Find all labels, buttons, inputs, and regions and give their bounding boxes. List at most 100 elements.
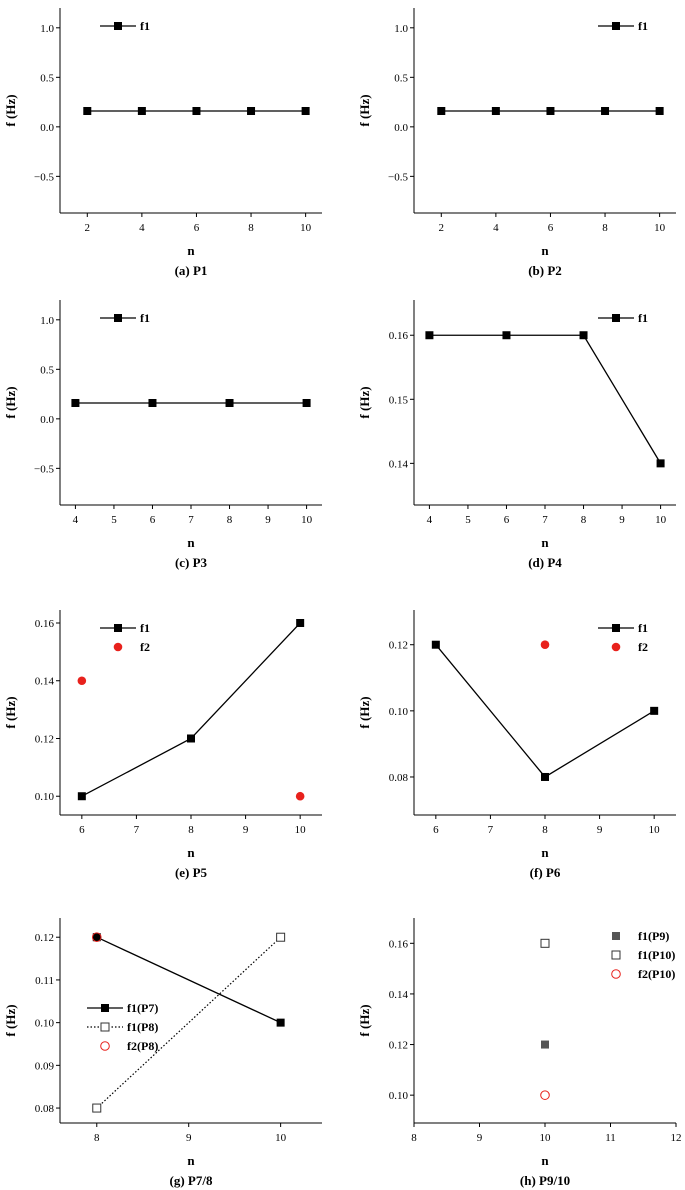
series-line [96,936,281,1024]
data-point [296,618,305,627]
y-tick-label: 0.16 [389,330,409,342]
x-tick-label: 4 [427,514,433,526]
data-point [83,106,92,115]
legend-marker [114,624,122,632]
x-tick-label: 8 [602,222,608,234]
legend-marker [100,1041,110,1051]
data-point [225,398,234,407]
x-tick-label: 10 [275,1132,287,1144]
legend-label: f1 [140,19,150,33]
y-tick-label: 0.10 [389,706,409,718]
chart-panel: 8 9 10 11 12 0.16 0.14 0.12 0.10 n f (Hz) (h) P9/10… [357,918,682,1188]
x-axis-label: n [541,243,549,258]
x-tick-label: 7 [542,514,548,526]
data-point [502,331,511,340]
legend-marker [612,22,620,30]
x-axis-label: n [541,845,549,860]
legend-marker [612,624,620,632]
chart-panel: 4 5 6 7 8 9 10 0.16 0.15 0.14 n f (Hz) (d) P4 f1 [357,300,676,570]
x-tick-label: 9 [243,824,249,836]
data-point [431,640,440,649]
y-tick-label: 1.0 [40,315,54,327]
y-tick-label: 0.14 [389,458,409,470]
data-point [546,106,555,115]
y-axis-label: f (Hz) [3,696,18,728]
x-axis-label: n [187,1153,195,1168]
data-point [92,933,101,942]
y-axis-label: f (Hz) [3,386,18,418]
data-point [540,938,550,948]
x-tick-label: 6 [433,824,439,836]
x-tick-label: 8 [188,824,194,836]
x-tick-label: 10 [655,514,667,526]
data-point [77,676,87,686]
panel-caption: (c) P3 [175,555,208,570]
x-axis-label: n [187,535,195,550]
y-axis-label: f (Hz) [357,94,372,126]
legend-label: f1(P9) [638,929,669,943]
data-point [302,398,311,407]
series-line [435,644,655,778]
legend-label: f1 [638,311,648,325]
y-axis-label: f (Hz) [357,1004,372,1036]
x-tick-label: 4 [73,514,79,526]
legend-label: f1 [638,19,648,33]
x-tick-label: 8 [411,1132,417,1144]
legend-marker [611,642,621,652]
x-tick-label: 7 [134,824,140,836]
x-tick-label: 6 [194,222,200,234]
data-point [540,640,550,650]
legend-marker [113,642,123,652]
x-tick-label: 7 [488,824,494,836]
data-point [601,106,610,115]
data-point [540,1090,550,1100]
x-tick-label: 8 [542,824,548,836]
x-tick-label: 4 [493,222,499,234]
y-axis-label: f (Hz) [3,94,18,126]
panel-caption: (d) P4 [528,555,562,570]
y-tick-label: 0.0 [40,414,54,426]
data-point [187,734,195,743]
x-axis-label: n [541,535,549,550]
legend-marker [612,314,620,322]
legend-marker [101,1004,109,1012]
y-tick-label: 0.10 [389,1090,409,1102]
legend-marker [611,969,621,979]
x-tick-label: 6 [548,222,554,234]
data-point [425,331,434,340]
legend-marker [612,932,620,940]
data-point [71,398,80,407]
x-tick-label: 10 [295,824,307,836]
y-tick-label: 0.11 [35,975,54,987]
data-point [655,106,664,115]
x-tick-label: 10 [300,222,312,234]
data-point [276,932,286,942]
panel-caption: (b) P2 [528,263,562,278]
legend-label: f1(P7) [127,1001,158,1015]
chart-panel: 6 7 8 9 10 0.16 0.14 0.12 0.10 n f (Hz) (e) P5 f1 f2 [3,610,322,880]
x-axis-label: n [541,1153,549,1168]
x-tick-label: 9 [597,824,603,836]
x-tick-label: 7 [188,514,194,526]
legend-marker [114,22,122,30]
x-tick-label: 12 [671,1132,682,1144]
x-tick-label: 9 [477,1132,483,1144]
panel-caption: (h) P9/10 [520,1173,570,1188]
data-point [92,1103,102,1113]
x-tick-label: 10 [654,222,666,234]
y-tick-label: 0.14 [389,989,409,1001]
panel-caption: (e) P5 [175,865,208,880]
legend-label: f1(P10) [638,948,675,962]
y-tick-label: −0.5 [34,463,54,475]
x-tick-label: 8 [581,514,587,526]
chart-panel: 2 4 6 8 10 1.0 0.5 0.0 −0.5 n f (Hz) (b) P2 f1 [357,8,676,278]
y-tick-label: 0.5 [40,72,54,84]
data-point [91,932,102,943]
x-tick-label: 8 [94,1132,100,1144]
legend-marker [611,950,621,960]
x-tick-label: 5 [111,514,117,526]
x-tick-label: 10 [649,824,661,836]
y-axis-label: f (Hz) [357,386,372,418]
panel-caption: (g) P7/8 [170,1173,213,1188]
y-tick-label: 0.15 [389,394,409,406]
